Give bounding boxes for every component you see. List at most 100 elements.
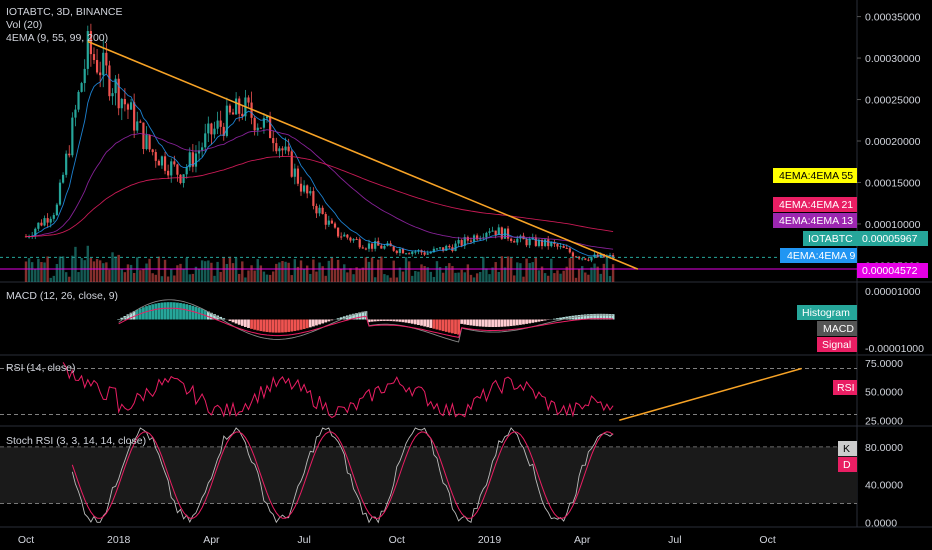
volume-bar bbox=[491, 267, 494, 282]
macd-histogram-bar bbox=[290, 319, 294, 332]
macd-histogram-bar bbox=[271, 319, 275, 333]
volume-bar bbox=[377, 259, 380, 282]
volume-bar bbox=[475, 273, 479, 282]
candle-body bbox=[247, 97, 250, 103]
macd-histogram-bar bbox=[525, 319, 528, 324]
rsi-tag-bg bbox=[833, 380, 857, 395]
candle-body bbox=[145, 134, 148, 150]
macd-histogram-bar bbox=[528, 319, 532, 324]
candle-body bbox=[404, 253, 408, 255]
candle-body bbox=[40, 222, 43, 226]
macd-histogram-bar bbox=[491, 319, 494, 328]
volume-bar bbox=[361, 267, 365, 282]
volume-bar bbox=[432, 276, 436, 282]
price-pane[interactable] bbox=[0, 23, 857, 282]
volume-bar bbox=[513, 275, 516, 282]
volume-bar bbox=[253, 270, 256, 282]
signal-line bbox=[118, 307, 614, 338]
macd-histogram-bar bbox=[364, 311, 368, 320]
volume-bar bbox=[188, 274, 191, 282]
volume-bar bbox=[522, 276, 525, 282]
candle-body bbox=[367, 243, 371, 249]
volume-bar bbox=[395, 277, 398, 282]
volume-bar bbox=[83, 260, 86, 282]
stoch-pane[interactable] bbox=[0, 427, 857, 524]
volume-bar bbox=[216, 261, 219, 282]
macd-histogram-bar bbox=[330, 319, 334, 321]
ema21-line bbox=[26, 155, 614, 237]
macd-histogram-bar bbox=[478, 319, 482, 327]
candle-body bbox=[568, 248, 571, 253]
macd-histogram-bar bbox=[404, 319, 408, 323]
macd-histogram-bar bbox=[213, 314, 216, 320]
volume-bar bbox=[213, 275, 216, 282]
macd-histogram-bar bbox=[327, 319, 331, 322]
macd-histogram-bar bbox=[481, 319, 485, 327]
volume-bar bbox=[451, 266, 454, 282]
x-tick-label: Apr bbox=[203, 534, 220, 546]
macd-histogram-bar bbox=[274, 319, 278, 333]
candle-body bbox=[272, 138, 275, 144]
candle-body bbox=[207, 123, 210, 134]
ema21-tag-bg bbox=[773, 197, 857, 212]
macd-histogram-bar bbox=[287, 319, 291, 332]
volume-bar bbox=[219, 271, 222, 282]
volume-bar bbox=[445, 266, 448, 282]
volume-bar bbox=[170, 268, 173, 282]
macd-histogram-bar bbox=[596, 313, 600, 320]
volume-bar bbox=[448, 263, 451, 282]
macd-histogram-bar bbox=[444, 319, 448, 332]
macd-histogram-bar bbox=[324, 319, 328, 323]
candle-body bbox=[581, 258, 584, 260]
volume-bar bbox=[302, 268, 306, 282]
macd-histogram-bar bbox=[522, 319, 525, 325]
candle-body bbox=[398, 248, 401, 253]
volume-bar bbox=[262, 271, 266, 282]
macd-histogram-bar bbox=[302, 319, 306, 330]
macd-histogram-bar bbox=[126, 314, 130, 320]
macd-histogram-bar bbox=[379, 319, 383, 321]
volume-bar bbox=[519, 263, 522, 282]
macd-pane[interactable] bbox=[117, 299, 615, 343]
volume-bar bbox=[584, 272, 587, 282]
macd-histogram-bar bbox=[590, 314, 593, 320]
price-tick-label: 0.00020000 bbox=[865, 136, 921, 148]
macd-histogram-bar bbox=[451, 319, 454, 334]
volume-bar bbox=[111, 252, 114, 282]
candle-body bbox=[160, 156, 164, 166]
x-tick-label: Oct bbox=[18, 534, 34, 546]
candle-body bbox=[306, 185, 309, 194]
macd-histogram-bar bbox=[586, 314, 590, 320]
volume-bar bbox=[256, 259, 259, 282]
volume-bar bbox=[68, 276, 71, 282]
ema13-line bbox=[26, 129, 614, 250]
macd-histogram-bar bbox=[438, 319, 442, 331]
macd-histogram-bar bbox=[389, 319, 393, 322]
candle-body bbox=[74, 109, 77, 118]
macd-histogram-bar bbox=[268, 319, 272, 333]
rsi-tick-label: 50.0000 bbox=[865, 387, 903, 399]
volume-bar bbox=[129, 264, 133, 282]
candle-body bbox=[333, 223, 337, 228]
rsi-pane[interactable] bbox=[0, 362, 857, 421]
volume-bar bbox=[336, 259, 340, 282]
rsi-line bbox=[62, 362, 614, 419]
macd-histogram-bar bbox=[339, 317, 343, 320]
candle-body bbox=[71, 117, 74, 156]
volume-bar bbox=[312, 259, 315, 282]
volume-bar bbox=[574, 277, 578, 282]
macd-histogram-bar bbox=[519, 319, 522, 325]
candle-body bbox=[500, 227, 503, 239]
macd-histogram-bar bbox=[540, 319, 544, 322]
rsi-tick-label: 25.0000 bbox=[865, 415, 903, 427]
candle-body bbox=[43, 218, 46, 226]
volume-bar bbox=[247, 270, 250, 282]
macd-histogram-bar bbox=[420, 319, 423, 326]
last-price-tag: 0.00005967 bbox=[862, 233, 918, 245]
symbol-title: IOTABTC, 3D, BINANCE bbox=[6, 6, 123, 18]
macd-histogram-bar bbox=[151, 304, 155, 320]
volume-bar bbox=[231, 263, 235, 282]
candle-body bbox=[65, 153, 68, 175]
